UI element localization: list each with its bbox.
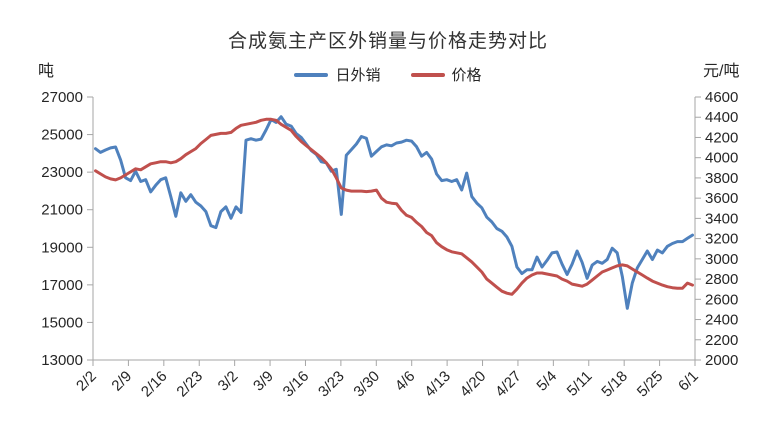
legend-item-sales: 日外销	[294, 64, 381, 85]
svg-text:5/11: 5/11	[564, 368, 596, 400]
svg-text:13000: 13000	[41, 352, 83, 369]
svg-text:4400: 4400	[705, 109, 738, 126]
legend-item-price: 价格	[410, 64, 482, 85]
left-axis-unit: 吨	[38, 63, 55, 80]
svg-text:15000: 15000	[41, 314, 83, 331]
svg-text:3/30: 3/30	[350, 368, 383, 401]
svg-text:3/16: 3/16	[280, 368, 313, 401]
svg-text:21000: 21000	[41, 202, 83, 219]
svg-text:4/6: 4/6	[392, 368, 419, 395]
svg-text:4/27: 4/27	[492, 368, 525, 401]
svg-text:6/1: 6/1	[675, 368, 702, 395]
legend-swatch-sales-icon	[294, 72, 329, 77]
svg-text:2/9: 2/9	[108, 368, 135, 395]
svg-text:2000: 2000	[705, 352, 738, 369]
svg-text:5/4: 5/4	[533, 368, 560, 395]
svg-text:4/20: 4/20	[457, 368, 490, 401]
svg-text:3800: 3800	[705, 170, 738, 187]
svg-text:4200: 4200	[705, 129, 738, 146]
svg-text:2800: 2800	[705, 271, 738, 288]
svg-text:4/13: 4/13	[421, 368, 454, 401]
svg-text:4600: 4600	[705, 89, 738, 106]
svg-text:3/9: 3/9	[250, 368, 277, 395]
svg-text:5/18: 5/18	[598, 368, 631, 401]
svg-text:2/2: 2/2	[73, 368, 100, 395]
svg-text:4000: 4000	[705, 150, 738, 167]
legend-swatch-price-icon	[410, 72, 445, 77]
right-axis-unit: 元/吨	[703, 63, 740, 80]
svg-text:19000: 19000	[41, 239, 83, 256]
svg-text:2600: 2600	[705, 291, 738, 308]
legend-label-sales: 日外销	[335, 67, 381, 84]
svg-text:3200: 3200	[705, 231, 738, 248]
svg-text:17000: 17000	[41, 277, 83, 294]
svg-text:2200: 2200	[705, 332, 738, 349]
svg-text:3/2: 3/2	[215, 368, 242, 395]
legend-label-price: 价格	[451, 67, 482, 84]
chart-title: 合成氨主产区外销量与价格走势对比	[227, 31, 548, 52]
svg-text:2400: 2400	[705, 312, 738, 329]
svg-text:25000: 25000	[41, 127, 83, 144]
svg-text:3/23: 3/23	[315, 368, 348, 401]
svg-text:3600: 3600	[705, 190, 738, 207]
svg-text:5/25: 5/25	[634, 368, 667, 401]
svg-text:3000: 3000	[705, 251, 738, 268]
svg-text:2/16: 2/16	[138, 368, 171, 401]
svg-text:27000: 27000	[41, 89, 83, 106]
svg-text:3400: 3400	[705, 210, 738, 227]
legend: 日外销 价格	[0, 64, 776, 85]
svg-text:23000: 23000	[41, 164, 83, 181]
svg-text:2/23: 2/23	[173, 368, 206, 401]
